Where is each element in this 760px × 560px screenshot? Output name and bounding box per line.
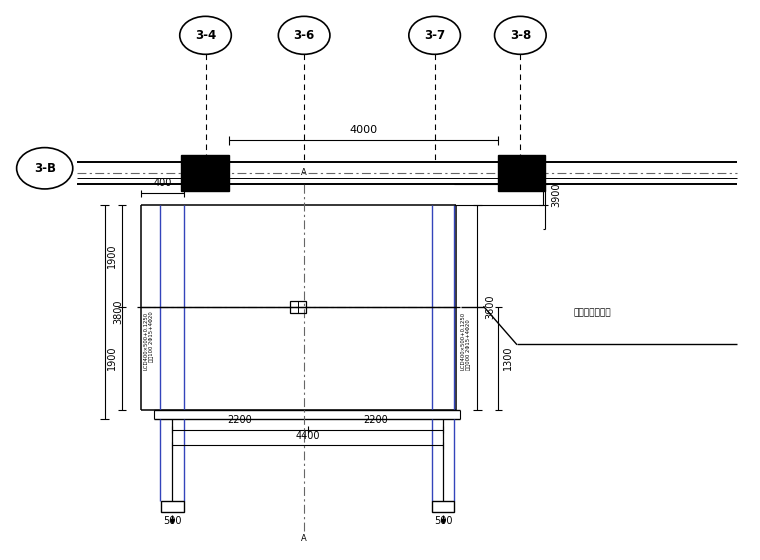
- Text: 1900: 1900: [107, 346, 117, 371]
- Text: A: A: [301, 167, 307, 176]
- Text: 4000: 4000: [350, 125, 378, 135]
- Text: A: A: [301, 534, 307, 543]
- Text: 3-4: 3-4: [195, 29, 216, 42]
- Text: 3600: 3600: [486, 295, 496, 319]
- Text: 3-6: 3-6: [293, 29, 315, 42]
- Text: 3-7: 3-7: [424, 29, 445, 42]
- Text: 400: 400: [154, 179, 172, 188]
- Text: 3-B: 3-B: [33, 162, 55, 175]
- Text: 500: 500: [163, 516, 182, 526]
- Bar: [498, 155, 546, 190]
- Text: 2200: 2200: [363, 415, 388, 425]
- Text: 1900: 1900: [107, 244, 117, 268]
- Text: 3800: 3800: [113, 299, 123, 324]
- Text: 4400: 4400: [296, 431, 320, 441]
- Text: 500: 500: [434, 516, 452, 526]
- Text: 1300: 1300: [503, 346, 513, 371]
- Text: 2200: 2200: [227, 415, 252, 425]
- Text: LCD400×500+0.1250
布筋100 2Φ15+4Φ20: LCD400×500+0.1250 布筋100 2Φ15+4Φ20: [143, 311, 154, 370]
- Bar: [290, 301, 306, 313]
- Text: 3-8: 3-8: [510, 29, 531, 42]
- Bar: [181, 155, 229, 190]
- Text: 3900: 3900: [552, 182, 562, 207]
- Text: LCD400×500+0.1250
布筋000 2Φ15+4Φ20: LCD400×500+0.1250 布筋000 2Φ15+4Φ20: [461, 311, 471, 370]
- Bar: [432, 501, 454, 512]
- Bar: [161, 501, 183, 512]
- Text: 地下室顶板边缘: 地下室顶板边缘: [574, 308, 611, 317]
